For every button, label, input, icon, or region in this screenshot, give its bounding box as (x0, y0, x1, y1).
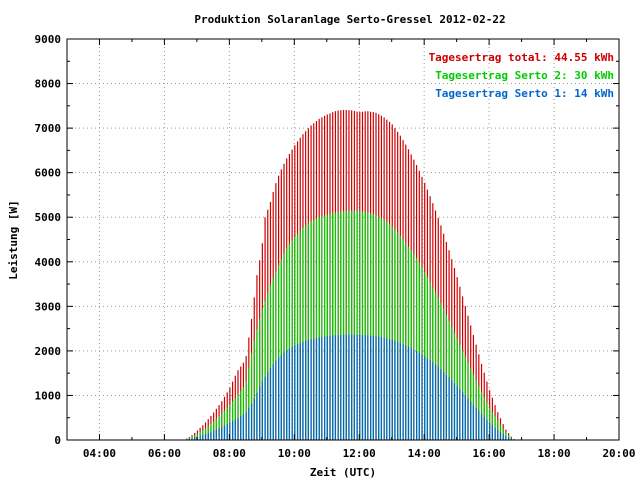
y-axis-ticks: 0 1000 2000 3000 4000 5000 6000 7000 8000 9000 (35, 33, 619, 447)
y-tick-label: 1000 (35, 389, 62, 402)
x-axis-ticks: 04:00 06:00 08:00 10:00 12:00 14:00 16:00 18:00… (66, 39, 636, 460)
x-tick-label: 06:00 (148, 447, 181, 460)
legend-entry-serto2: Tagesertrag Serto 2: 30 kWh (435, 69, 614, 82)
y-tick-label: 4000 (35, 256, 62, 269)
legend-entry-total: Tagesertrag total: 44.55 kWh (429, 51, 614, 64)
y-tick-label: 0 (54, 434, 61, 447)
x-tick-label: 20:00 (602, 447, 635, 460)
x-tick-label: 16:00 (473, 447, 506, 460)
y-tick-label: 8000 (35, 78, 62, 91)
x-tick-label: 10:00 (278, 447, 311, 460)
x-tick-label: 18:00 (537, 447, 570, 460)
x-tick-label: 08:00 (213, 447, 246, 460)
x-axis-label: Zeit (UTC) (310, 466, 376, 479)
y-tick-label: 6000 (35, 167, 62, 180)
y-tick-label: 9000 (35, 33, 62, 46)
y-tick-label: 5000 (35, 211, 62, 224)
y-axis-label: Leistung [W] (7, 200, 20, 279)
y-tick-label: 3000 (35, 300, 62, 313)
x-tick-label: 04:00 (83, 447, 116, 460)
legend-entry-serto1: Tagesertrag Serto 1: 14 kWh (435, 87, 614, 100)
x-tick-label: 12:00 (343, 447, 376, 460)
series-serto1-bars (186, 334, 515, 440)
x-tick-label: 14:00 (408, 447, 441, 460)
legend: Tagesertrag total: 44.55 kWh Tagesertrag… (429, 51, 614, 100)
chart-title: Produktion Solaranlage Serto-Gressel 201… (194, 13, 505, 26)
y-tick-label: 7000 (35, 122, 62, 135)
y-tick-label: 2000 (35, 345, 62, 358)
